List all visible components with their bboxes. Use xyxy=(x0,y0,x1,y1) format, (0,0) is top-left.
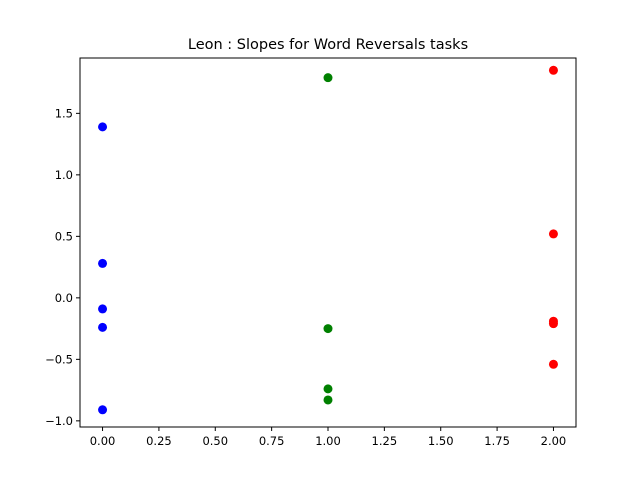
data-point xyxy=(98,304,108,314)
x-tick-label: 0.25 xyxy=(146,434,172,448)
y-tick-label: −1.0 xyxy=(45,414,73,428)
data-points xyxy=(98,65,558,415)
x-axis-ticks: 0.00 0.25 0.50 0.75 1.00 1.25 1.50 1.75 2.00 xyxy=(90,427,567,448)
plot-area-frame xyxy=(79,57,577,428)
y-axis-ticks: −1.0 −0.5 0.0 0.5 1.0 1.5 xyxy=(45,106,80,428)
data-point xyxy=(548,319,558,329)
x-tick-label: 0.50 xyxy=(202,434,228,448)
data-point xyxy=(98,258,108,268)
data-point xyxy=(323,395,333,405)
y-tick-label: 1.0 xyxy=(55,168,73,182)
x-tick-label: 1.50 xyxy=(428,434,454,448)
x-tick-label: 1.25 xyxy=(372,434,398,448)
data-point xyxy=(98,405,108,415)
data-point xyxy=(323,73,333,83)
data-point xyxy=(323,384,333,394)
x-tick-label: 2.00 xyxy=(541,434,567,448)
x-tick-label: 1.75 xyxy=(484,434,510,448)
data-point xyxy=(548,359,558,369)
x-tick-label: 1.00 xyxy=(315,434,341,448)
y-tick-label: 0.5 xyxy=(55,229,73,243)
y-tick-label: −0.5 xyxy=(45,352,73,366)
chart-title: Leon : Slopes for Word Reversals tasks xyxy=(188,37,468,53)
y-tick-label: 1.5 xyxy=(55,106,73,120)
data-point xyxy=(323,324,333,334)
data-point xyxy=(548,65,558,75)
y-tick-label: 0.0 xyxy=(55,291,73,305)
x-tick-label: 0.75 xyxy=(259,434,285,448)
x-tick-label: 0.00 xyxy=(90,434,116,448)
data-point xyxy=(98,322,108,332)
data-point xyxy=(98,122,108,132)
data-point xyxy=(548,229,558,239)
